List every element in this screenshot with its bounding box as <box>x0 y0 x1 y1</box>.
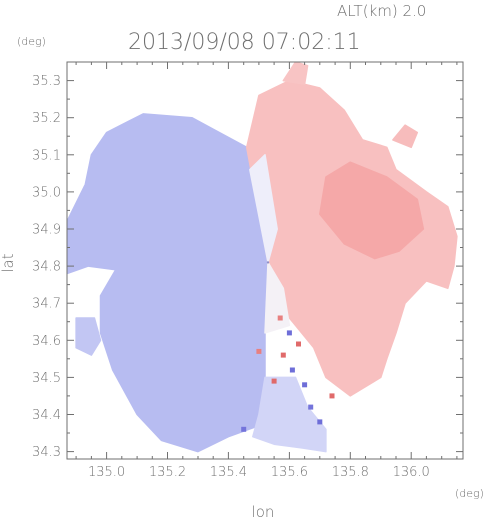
y-tick-label: 34.5 <box>32 371 61 386</box>
echo-region-red-north-fragment <box>282 62 309 86</box>
plot-area: 135.0 135.2 135.4 135.6 135.8 136.0 34.3 34.4 34… <box>32 61 464 480</box>
chart-title: 2013/09/08 07:02:11 <box>128 30 361 55</box>
x-tick-label: 135.4 <box>210 465 247 480</box>
x-tick-label: 135.8 <box>332 465 369 480</box>
x-tick-label: 135.6 <box>271 465 308 480</box>
y-tick-label: 34.6 <box>32 334 61 349</box>
speckle-cell <box>308 404 314 410</box>
speckle-cell <box>256 348 262 354</box>
plot-frame <box>66 61 464 460</box>
speckle-cell <box>241 426 247 432</box>
echo-region-transition-pale-band <box>249 154 278 264</box>
speckle-cell <box>286 330 292 336</box>
speckle-cell <box>277 315 283 321</box>
altitude-label: ALT(km) 2.0 <box>337 2 426 20</box>
x-axis-label: lon <box>252 503 275 521</box>
y-tick-label: 35.0 <box>32 185 61 200</box>
echo-region-blue-south-pale <box>252 376 327 453</box>
x-tick-label: 136.0 <box>393 465 430 480</box>
speckle-cell <box>302 382 308 388</box>
speckle-cell <box>271 378 277 384</box>
y-unit-label: (deg) <box>17 35 46 48</box>
y-tick-label: 34.9 <box>32 223 61 238</box>
y-tick-label: 34.3 <box>32 445 61 460</box>
speckle-cell <box>329 393 335 399</box>
y-tick-label: 34.8 <box>32 260 61 275</box>
x-tick-label: 135.0 <box>88 465 125 480</box>
speckle-cell <box>289 367 295 373</box>
y-tick-label: 34.7 <box>32 297 61 312</box>
x-unit-label: (deg) <box>455 487 484 500</box>
speckle-cell <box>280 352 286 358</box>
echo-region-blue-sw-fragment <box>75 317 102 356</box>
echo-region-transition-south-band <box>264 261 291 334</box>
radar-center-marker <box>266 261 270 264</box>
echo-region-red-ne-fragment <box>392 124 419 149</box>
y-tick-label: 35.2 <box>32 111 61 126</box>
speckle-cell <box>296 341 301 347</box>
y-tick-label: 35.3 <box>32 74 61 89</box>
y-axis-label: lat <box>0 253 17 272</box>
speckle-layer <box>241 315 335 432</box>
echo-region-blue-west-main <box>67 113 269 453</box>
x-tick-label: 135.2 <box>149 465 186 480</box>
speckle-cell <box>317 419 323 425</box>
y-tick-label: 34.4 <box>32 408 61 423</box>
echo-layer <box>67 62 458 453</box>
echo-region-red-east-core <box>319 161 425 260</box>
tick-layer: 135.0 135.2 135.4 135.6 135.8 136.0 34.3 34.4 34… <box>32 61 463 480</box>
y-tick-label: 35.1 <box>32 148 61 163</box>
